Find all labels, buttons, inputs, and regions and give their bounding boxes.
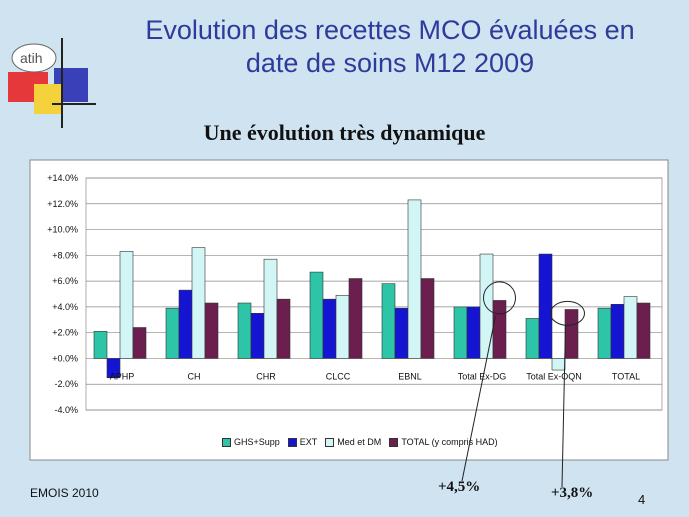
bar — [538, 253, 553, 359]
y-tick-label: -2.0% — [54, 379, 78, 389]
y-tick-label: +14.0% — [47, 173, 78, 183]
callout-total-ex-oqn: +3,8% — [551, 485, 594, 501]
bar — [407, 199, 422, 359]
y-tick-label: +4.0% — [52, 302, 78, 312]
callout-pointer — [461, 315, 496, 482]
x-tick-label: EBNL — [398, 371, 422, 381]
legend-swatch — [389, 437, 399, 447]
bar — [551, 358, 566, 371]
bar — [492, 300, 507, 359]
legend-item: TOTAL (y compris HAD) — [389, 437, 498, 447]
legend-label: GHS+Supp — [234, 437, 280, 447]
y-tick-label: +0.0% — [52, 353, 78, 363]
legend-label: EXT — [299, 437, 318, 447]
legend-label: Med et DM — [337, 437, 382, 447]
legend-item: EXT — [287, 437, 318, 447]
x-tick-label: CHR — [256, 371, 276, 381]
bar — [623, 296, 638, 359]
bar — [597, 307, 612, 359]
logo-yellow-square — [34, 84, 62, 114]
title-line-1: Evolution des recettes MCO évaluées en — [145, 15, 635, 45]
footer-text: EMOIS 2010 — [30, 486, 99, 500]
y-tick-label: +6.0% — [52, 276, 78, 286]
y-tick-label: +12.0% — [47, 199, 78, 209]
bar — [191, 247, 206, 359]
x-tick-label: Total Ex-DG — [458, 371, 507, 381]
bar — [322, 298, 337, 359]
bar — [525, 318, 540, 359]
x-tick-label: APHP — [110, 371, 135, 381]
legend-swatch — [325, 437, 335, 447]
title-line-2: date de soins M12 2009 — [245, 48, 535, 78]
chart-legend: GHS+Supp EXT Med et DM TOTAL (y compris … — [222, 437, 498, 447]
bar — [466, 306, 481, 359]
highlight-circle — [550, 300, 585, 326]
callout-pointer — [561, 324, 566, 488]
x-tick-label: CLCC — [326, 371, 351, 381]
legend-label: TOTAL (y compris HAD) — [401, 437, 498, 447]
bar — [178, 289, 193, 359]
y-tick-label: +10.0% — [47, 225, 78, 235]
bar — [106, 358, 121, 379]
bar — [610, 304, 625, 359]
bar — [204, 302, 219, 359]
page-number: 4 — [638, 492, 646, 507]
bar — [381, 283, 396, 359]
y-tick-label: -4.0% — [54, 405, 78, 415]
atih-logo: atih — [8, 38, 96, 128]
x-tick-label: Total Ex-OQN — [526, 371, 582, 381]
y-tick-label: +2.0% — [52, 328, 78, 338]
callout-total-ex-dg: +4,5% — [438, 479, 481, 495]
highlight-circle — [483, 281, 516, 315]
x-tick-label: TOTAL — [612, 371, 640, 381]
bar — [250, 313, 265, 359]
legend-item: GHS+Supp — [222, 437, 280, 447]
bar — [564, 309, 579, 359]
x-tick-label: CH — [188, 371, 201, 381]
bar — [93, 331, 108, 359]
bar — [309, 271, 324, 359]
bar — [119, 251, 134, 359]
legend-swatch — [222, 437, 231, 447]
bar — [276, 298, 291, 359]
slide-title: Evolution des recettes MCO évaluées en d… — [100, 14, 680, 80]
legend-swatch — [287, 437, 297, 447]
slide-subtitle: Une évolution très dynamique — [203, 120, 486, 145]
bar — [394, 307, 409, 359]
bar — [263, 258, 278, 359]
y-tick-label: +8.0% — [52, 250, 78, 260]
bar — [420, 278, 435, 359]
bar — [479, 253, 494, 359]
bar — [165, 307, 180, 359]
logo-text: atih — [20, 50, 43, 66]
bar — [237, 302, 252, 359]
bar — [348, 278, 363, 359]
legend-item: Med et DM — [325, 437, 381, 447]
bar — [335, 294, 350, 359]
bar — [636, 302, 651, 359]
bar — [453, 306, 468, 359]
bar — [132, 327, 147, 359]
